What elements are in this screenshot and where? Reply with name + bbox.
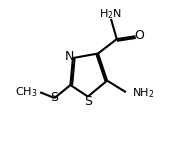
Text: S: S — [51, 91, 59, 104]
Text: O: O — [135, 29, 144, 42]
Text: CH$_3$: CH$_3$ — [15, 85, 38, 99]
Text: NH$_2$: NH$_2$ — [132, 86, 155, 100]
Text: H$_2$N: H$_2$N — [99, 8, 122, 21]
Text: S: S — [84, 95, 93, 108]
Text: N: N — [65, 50, 74, 63]
